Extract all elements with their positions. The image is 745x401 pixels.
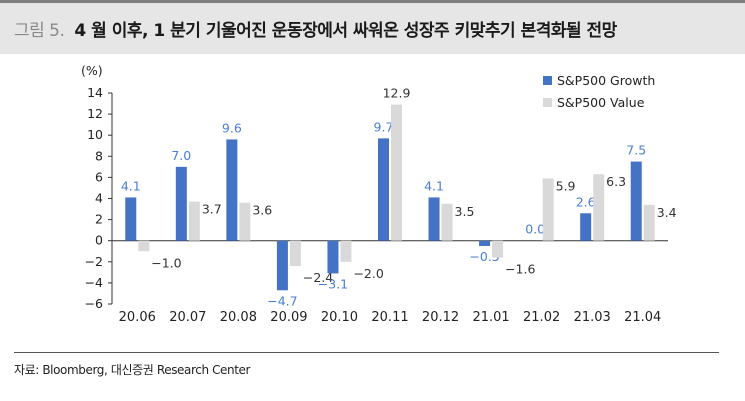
value-data-label: −2.4 xyxy=(303,270,333,285)
growth-bar xyxy=(378,138,389,241)
value-data-label: 3.6 xyxy=(252,203,272,218)
legend-swatch-growth xyxy=(543,76,552,85)
figure-caption: 그림 5. 4 월 이후, 1 분기 기울어진 운동장에서 싸워온 성장주 키맞추… xyxy=(14,16,617,41)
value-data-label: 12.9 xyxy=(383,86,411,101)
growth-data-label: 7.0 xyxy=(171,148,191,163)
y-tick-label: −2 xyxy=(85,254,103,269)
growth-bar xyxy=(327,240,339,274)
x-tick-label: 20.10 xyxy=(321,310,358,325)
source-note: 자료: Bloomberg, 대신증권 Research Center xyxy=(14,363,251,377)
y-tick-label: 6 xyxy=(95,169,103,184)
x-tick-label: 20.06 xyxy=(119,310,156,325)
value-bar xyxy=(239,202,251,241)
value-bar xyxy=(289,240,301,267)
growth-bar xyxy=(580,213,592,241)
figure-number: 그림 5. xyxy=(14,21,65,41)
value-data-label: 3.5 xyxy=(455,204,475,219)
footer-divider xyxy=(14,352,719,353)
x-tick-label: 21.01 xyxy=(472,310,509,325)
growth-bar xyxy=(226,139,238,241)
legend-label-value: S&P500 Value xyxy=(557,95,645,110)
growth-data-label: 0.0 xyxy=(525,222,545,237)
figure-title: 4 월 이후, 1 분기 기울어진 운동장에서 싸워온 성장주 키맞추기 본격화… xyxy=(74,21,617,41)
legend-swatch-value xyxy=(543,98,552,107)
y-tick-label: 10 xyxy=(87,127,103,142)
growth-data-label: 9.7 xyxy=(374,119,394,134)
value-data-label: 3.4 xyxy=(657,205,677,220)
x-tick-label: 20.11 xyxy=(371,310,408,325)
x-tick-label: 20.09 xyxy=(270,310,307,325)
value-bar xyxy=(138,240,150,252)
growth-data-label: 2.6 xyxy=(576,194,596,209)
y-unit-label: (%) xyxy=(81,63,103,78)
figure-header: 그림 5. 4 월 이후, 1 분기 기울어진 운동장에서 싸워온 성장주 키맞추… xyxy=(0,0,745,54)
value-bar xyxy=(340,240,352,262)
growth-bar xyxy=(630,161,642,241)
x-tick-label: 20.12 xyxy=(422,310,459,325)
growth-data-label: −3.1 xyxy=(318,276,348,291)
value-bar xyxy=(492,240,504,258)
y-tick-label: 12 xyxy=(87,106,103,121)
value-data-label: −2.0 xyxy=(353,266,383,281)
x-tick-label: 20.08 xyxy=(220,310,257,325)
growth-data-label: −4.7 xyxy=(267,293,297,308)
y-tick-label: −4 xyxy=(85,275,103,290)
growth-bar xyxy=(175,166,187,241)
growth-bar xyxy=(276,240,288,291)
x-tick-label: 21.03 xyxy=(574,310,611,325)
value-bar xyxy=(188,201,200,241)
value-bar xyxy=(643,204,655,241)
value-bar xyxy=(441,203,453,241)
value-bar xyxy=(593,174,605,241)
y-tick-label: −6 xyxy=(85,296,103,311)
growth-bar xyxy=(428,197,440,241)
y-tick-label: 8 xyxy=(95,148,103,163)
x-tick-label: 20.07 xyxy=(169,310,206,325)
growth-bar xyxy=(479,240,491,246)
value-data-label: −1.0 xyxy=(151,255,181,270)
value-data-label: 5.9 xyxy=(556,178,576,193)
value-bar xyxy=(542,178,554,241)
growth-bar xyxy=(125,197,137,241)
value-bar xyxy=(391,104,402,241)
growth-data-label: 9.6 xyxy=(222,120,242,135)
value-data-label: 6.3 xyxy=(606,174,626,189)
x-tick-label: 21.02 xyxy=(523,310,560,325)
y-tick-label: 4 xyxy=(95,191,103,206)
growth-data-label: 4.1 xyxy=(121,178,141,193)
bar-chart: (%) 14 12 10 8 6 4 2 0 −2 −4 −6 4.1 −1.0 20.06 7.0 3.7 20… xyxy=(81,63,677,325)
value-data-label: 3.7 xyxy=(202,202,222,217)
growth-data-label: 7.5 xyxy=(626,143,646,158)
growth-data-label: 4.1 xyxy=(424,178,444,193)
value-data-label: −1.6 xyxy=(505,262,535,277)
y-tick-label: 14 xyxy=(87,85,103,100)
legend-label-growth: S&P500 Growth xyxy=(557,73,655,88)
y-tick-label: 0 xyxy=(95,233,103,248)
y-tick-label: 2 xyxy=(95,212,103,227)
x-tick-label: 21.04 xyxy=(624,310,661,325)
